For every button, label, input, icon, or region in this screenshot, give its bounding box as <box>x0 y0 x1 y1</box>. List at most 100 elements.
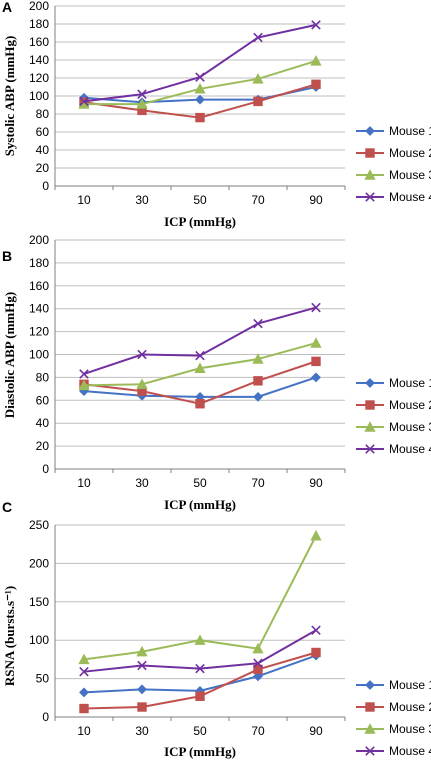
chart-panel-a: A 0 20 40 60 80 100 120 140 160 180 200 10 30 50 70 90 IC… <box>2 0 431 229</box>
y-tick-label: 40 <box>36 143 50 157</box>
legend-label: Mouse 1 <box>389 376 431 390</box>
y-tick-label: 120 <box>29 325 49 339</box>
y-axis-title: RSNA (bursts.s⁻¹) <box>2 586 17 686</box>
legend-marker <box>365 746 375 756</box>
data-point <box>311 302 321 313</box>
x-tick-label: 30 <box>135 724 149 738</box>
legend-marker <box>365 680 375 690</box>
data-point <box>253 376 263 386</box>
data-point <box>311 625 321 635</box>
data-point <box>136 98 148 109</box>
x-axis-title: ICP (mmHg) <box>164 497 236 512</box>
y-tick-label: 50 <box>36 672 50 686</box>
legend-marker <box>364 723 376 734</box>
data-point <box>137 349 147 360</box>
y-tick-label: 140 <box>29 302 49 316</box>
data-point <box>195 350 205 361</box>
legend-label: Mouse 2 <box>389 398 431 412</box>
data-point <box>310 337 322 348</box>
data-point <box>311 647 321 658</box>
legend-marker <box>365 378 375 388</box>
legend-marker <box>365 192 375 202</box>
data-point <box>195 663 205 674</box>
data-point <box>195 72 205 82</box>
legend-label: Mouse 2 <box>389 146 431 160</box>
y-tick-label: 60 <box>36 393 50 407</box>
series-2 <box>79 647 321 714</box>
y-axis-title: Systolic ABP (mmHg) <box>2 36 17 157</box>
data-point <box>311 79 321 89</box>
y-tick-label: 250 <box>29 518 49 532</box>
y-tick-label: 160 <box>29 279 49 293</box>
data-point <box>252 353 264 364</box>
y-tick-label: 100 <box>29 348 49 362</box>
y-tick-label: 160 <box>29 35 49 49</box>
legend-marker <box>365 702 375 712</box>
data-point <box>79 703 89 714</box>
x-tick-label: 70 <box>251 724 265 738</box>
legend-label: Mouse 2 <box>389 700 431 714</box>
y-tick-label: 150 <box>29 595 49 609</box>
legend-marker <box>365 400 375 410</box>
x-axis-title: ICP (mmHg) <box>164 214 236 229</box>
x-tick-label: 10 <box>77 724 91 738</box>
data-point <box>194 634 206 645</box>
panel-letter: B <box>2 248 12 264</box>
data-point <box>137 702 147 712</box>
y-tick-label: 80 <box>36 370 50 384</box>
data-point <box>252 642 264 654</box>
x-tick-label: 70 <box>251 193 265 207</box>
legend-marker <box>364 169 376 180</box>
chart-panel-c: C 0 50 100 150 200 250 10 30 50 70 90 ICP (mmHg) RSNA… <box>2 499 431 759</box>
legend-marker <box>365 126 375 136</box>
y-tick-label: 20 <box>36 439 50 453</box>
legend-label: Mouse 3 <box>389 420 431 434</box>
data-point <box>136 378 148 389</box>
y-tick-label: 140 <box>29 53 49 67</box>
data-point <box>79 687 89 698</box>
x-tick-label: 30 <box>135 476 149 490</box>
chart-panel-b: B 0 20 40 60 80 100 120 140 160 180 200 10 30 50 70 90 IC… <box>2 233 431 512</box>
legend-label: Mouse 3 <box>389 168 431 182</box>
data-point <box>253 96 263 107</box>
y-tick-label: 80 <box>36 107 50 121</box>
data-point <box>137 89 147 99</box>
y-tick-label: 180 <box>29 256 49 270</box>
data-point <box>253 658 263 669</box>
y-tick-label: 180 <box>29 17 49 31</box>
x-tick-label: 70 <box>251 476 265 490</box>
y-tick-label: 20 <box>36 161 50 175</box>
data-point <box>194 82 206 94</box>
legend-label: Mouse 4 <box>389 190 431 204</box>
data-point <box>78 653 90 665</box>
y-tick-label: 0 <box>42 710 49 724</box>
series-4 <box>79 625 321 677</box>
data-point <box>194 362 206 373</box>
x-axis-title: ICP (mmHg) <box>164 744 236 759</box>
data-point <box>253 32 263 43</box>
data-point <box>195 399 205 409</box>
y-tick-label: 0 <box>42 462 49 476</box>
data-point <box>79 369 89 379</box>
data-point <box>78 379 90 391</box>
data-point <box>79 96 89 107</box>
x-tick-label: 90 <box>309 193 323 207</box>
y-tick-label: 100 <box>29 633 49 647</box>
legend-marker <box>365 444 375 454</box>
series-1 <box>79 650 321 698</box>
x-tick-label: 90 <box>309 476 323 490</box>
legend-label: Mouse 4 <box>389 442 431 456</box>
legend-label: Mouse 1 <box>389 678 431 692</box>
series-3 <box>78 55 322 109</box>
data-point <box>137 684 147 695</box>
x-tick-label: 50 <box>193 476 207 490</box>
x-tick-label: 10 <box>77 476 91 490</box>
data-point <box>253 318 263 329</box>
y-tick-label: 60 <box>36 125 50 139</box>
data-point <box>310 55 322 66</box>
data-point <box>310 529 322 541</box>
series-3 <box>78 529 322 665</box>
y-tick-label: 200 <box>29 0 49 13</box>
data-point <box>253 391 263 402</box>
